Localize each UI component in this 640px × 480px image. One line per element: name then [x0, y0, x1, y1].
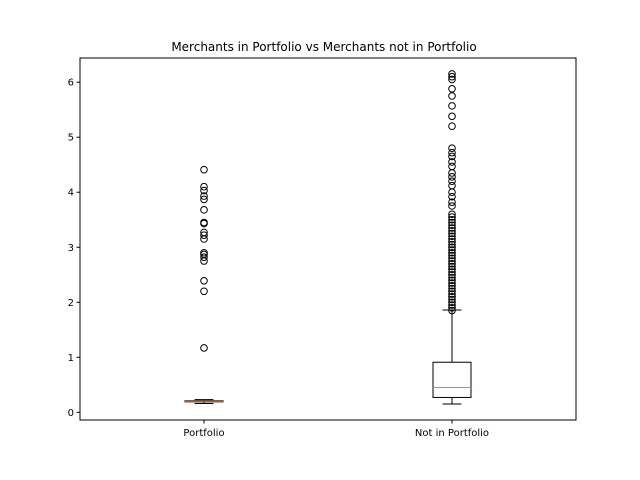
- outlier-point: [448, 270, 456, 279]
- outlier-point: [448, 192, 456, 201]
- y-tick-label: 1: [68, 353, 74, 364]
- chart-title: Merchants in Portfolio vs Merchants not …: [171, 40, 476, 54]
- outlier-point: [200, 248, 208, 257]
- x-tick-label: Not in Portfolio: [415, 428, 489, 439]
- outlier-point: [448, 295, 456, 304]
- outlier-point: [448, 262, 456, 271]
- outlier-point: [448, 246, 456, 254]
- outlier-point: [200, 257, 208, 265]
- outlier-point: [448, 279, 456, 287]
- y-tick-label: 6: [68, 78, 74, 89]
- outlier-point: [448, 202, 456, 210]
- outlier-point: [448, 257, 456, 265]
- outlier-point: [200, 218, 208, 227]
- outlier-point: [200, 228, 208, 237]
- outlier-point: [448, 122, 456, 131]
- outlier-point: [448, 259, 456, 268]
- outlier-point: [448, 213, 456, 221]
- outlier-point: [448, 306, 456, 315]
- outlier-point: [448, 254, 456, 263]
- outlier-point: [200, 182, 208, 191]
- plot-frame: [79, 57, 577, 421]
- outlier-point: [448, 70, 456, 78]
- outlier-point: [448, 102, 456, 110]
- box-group: [184, 165, 224, 404]
- outlier-point: [448, 112, 456, 121]
- outlier-point: [448, 235, 456, 243]
- x-axis: Portfolio Not in Portfolio: [183, 420, 489, 439]
- outlier-point: [200, 344, 208, 352]
- outlier-point: [200, 231, 208, 239]
- outlier-point: [448, 177, 456, 186]
- outlier-point: [448, 268, 456, 276]
- outlier-point: [200, 165, 208, 174]
- outlier-point: [200, 195, 208, 204]
- outlier-point: [448, 273, 456, 282]
- outlier-point: [448, 281, 456, 290]
- outlier-point: [448, 276, 456, 285]
- outlier-point: [448, 92, 456, 100]
- outlier-point: [448, 240, 456, 249]
- outlier-point: [200, 277, 208, 285]
- outlier-point: [448, 224, 456, 232]
- outlier-point: [448, 181, 456, 190]
- outlier-point: [448, 144, 456, 153]
- outlier-point: [448, 210, 456, 219]
- outlier-point: [448, 169, 456, 177]
- box-group: [432, 70, 472, 405]
- outlier-point: [448, 75, 456, 84]
- outlier-point: [448, 301, 456, 309]
- outlier-point: [200, 186, 208, 195]
- outlier-point: [448, 229, 456, 238]
- outlier-point: [200, 235, 208, 243]
- y-tick-label: 0: [68, 408, 74, 419]
- outlier-point: [200, 287, 208, 296]
- outlier-point: [448, 251, 456, 260]
- outlier-point: [448, 290, 456, 298]
- outlier-point: [448, 215, 456, 224]
- outlier-point: [448, 173, 456, 181]
- outlier-point: [448, 248, 456, 257]
- outlier-point: [448, 198, 456, 206]
- outlier-point: [448, 72, 456, 81]
- outlier-point: [448, 85, 456, 93]
- outlier-point: [448, 226, 456, 235]
- x-tick-label: Portfolio: [183, 428, 224, 439]
- outlier-point: [448, 162, 456, 171]
- outlier-point: [448, 298, 456, 307]
- y-tick-label: 3: [68, 243, 74, 254]
- y-tick-label: 4: [68, 188, 74, 199]
- outlier-point: [200, 192, 208, 200]
- outlier-point: [448, 265, 456, 274]
- plot-area: [184, 70, 472, 405]
- outlier-point: [448, 237, 456, 246]
- outlier-point: [448, 158, 456, 166]
- outlier-point: [448, 284, 456, 293]
- outlier-point: [448, 152, 456, 161]
- iqr-box: [432, 361, 472, 398]
- outlier-point: [448, 218, 456, 227]
- outlier-point: [448, 292, 456, 301]
- outlier-point: [200, 253, 208, 261]
- outlier-point: [448, 221, 456, 230]
- outlier-point: [448, 303, 456, 312]
- outlier-point: [448, 287, 456, 296]
- y-tick-label: 5: [68, 133, 74, 144]
- y-axis: 0 1 2 3 4 5 6: [68, 78, 80, 419]
- y-tick-label: 2: [68, 298, 74, 309]
- outlier-point: [448, 148, 456, 157]
- outlier-point: [448, 232, 456, 241]
- outlier-point: [448, 243, 456, 252]
- outlier-point: [448, 188, 456, 197]
- outlier-point: [200, 206, 208, 214]
